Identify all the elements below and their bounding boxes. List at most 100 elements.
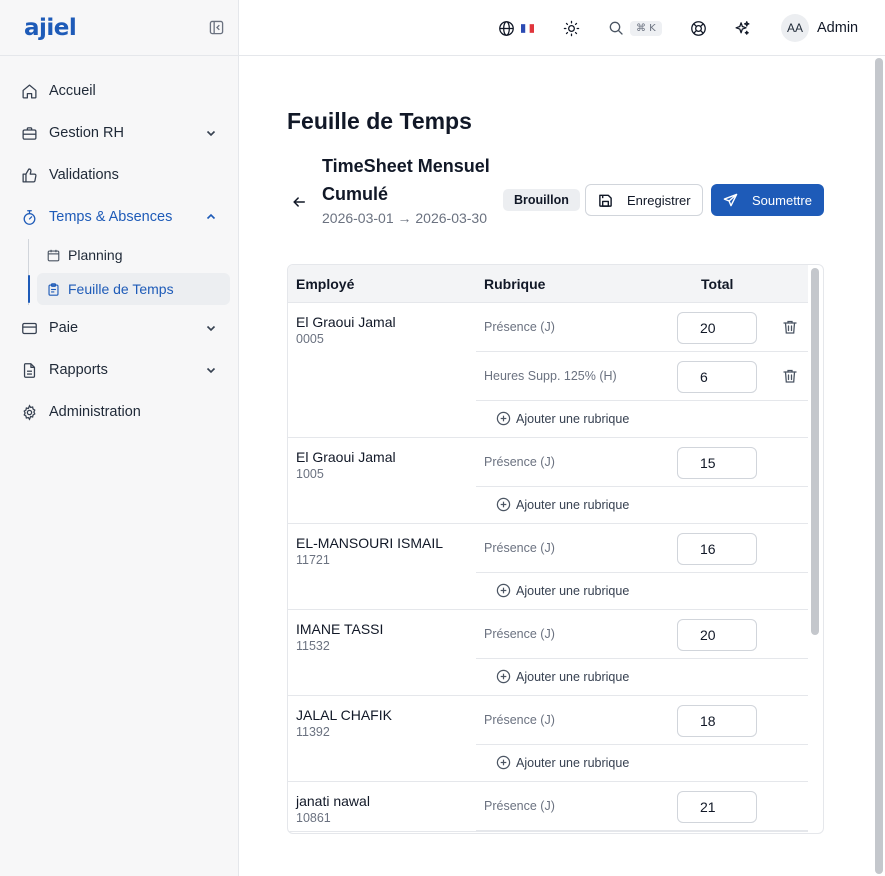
sidebar-item-paie[interactable]: Paie	[0, 307, 238, 349]
sidebar-subitem-planning[interactable]: Planning	[37, 239, 230, 271]
employee-code: 1005	[296, 467, 324, 481]
timesheet-table: Employé Rubrique Total El Graoui Jamal 0…	[287, 264, 824, 834]
sidebar-nav: Accueil Gestion RH Validations Temps & A…	[0, 56, 238, 433]
theme-toggle[interactable]	[563, 0, 580, 56]
chevron-down-icon	[204, 363, 218, 377]
search-shortcut: ⌘ K	[630, 20, 662, 36]
rubric-label: Présence (J)	[484, 455, 555, 469]
plus-circle-icon	[496, 497, 511, 512]
avatar: AA	[781, 14, 809, 42]
help-button[interactable]	[690, 0, 707, 56]
employee-name: El Graoui Jamal	[296, 449, 396, 465]
employee-name: janati nawal	[296, 793, 370, 809]
back-arrow-icon[interactable]	[290, 193, 308, 211]
clipboard-icon	[47, 282, 60, 296]
total-input[interactable]: 21	[677, 791, 757, 823]
sidebar-item-label: Administration	[49, 404, 141, 420]
trash-icon[interactable]	[782, 319, 798, 335]
table-scrollbar[interactable]	[811, 268, 819, 635]
total-input[interactable]: 16	[677, 533, 757, 565]
add-rubric-row: Ajouter une rubrique	[476, 401, 808, 437]
plus-circle-icon	[496, 669, 511, 684]
status-badge: Brouillon	[503, 189, 580, 211]
main-content: Feuille de Temps TimeSheet Mensuel Cumul…	[239, 56, 885, 876]
sidebar-item-accueil[interactable]: Accueil	[0, 70, 238, 112]
topbar: ⌘ K AA Admin	[239, 0, 885, 56]
sidebar-item-temps-absences[interactable]: Temps & Absences	[0, 196, 238, 238]
rubric-row: Présence (J) 16	[476, 524, 808, 573]
employee-name: El Graoui Jamal	[296, 314, 396, 330]
submit-button[interactable]: Soumettre	[711, 184, 824, 216]
total-input[interactable]: 15	[677, 447, 757, 479]
rubric-list: Présence (J) 20 Heures Supp. 125% (H) 6 …	[476, 303, 808, 437]
temps-absences-subnav: Planning Feuille de Temps	[28, 239, 238, 305]
add-rubric-button[interactable]: Ajouter une rubrique	[496, 755, 629, 770]
sidebar-item-label: Rapports	[49, 362, 108, 378]
page-scrollbar-thumb[interactable]	[875, 58, 883, 874]
sidebar-collapse-icon[interactable]	[208, 20, 224, 36]
employee-name: EL-MANSOURI ISMAIL	[296, 535, 444, 551]
sidebar-item-gestion-rh[interactable]: Gestion RH	[0, 112, 238, 154]
employee-group: IMANE TASSI 11532 Présence (J) 20 Ajoute…	[288, 610, 808, 696]
sidebar-item-label: Paie	[49, 320, 79, 336]
add-rubric-label: Ajouter une rubrique	[516, 669, 630, 684]
chevron-down-icon	[204, 321, 218, 335]
sidebar-item-validations[interactable]: Validations	[0, 154, 238, 196]
user-menu[interactable]: AA Admin	[781, 0, 858, 56]
rubric-label: Heures Supp. 125% (H)	[484, 369, 617, 383]
flag-fr-icon	[521, 23, 534, 33]
add-rubric-button[interactable]: Ajouter une rubrique	[496, 411, 629, 426]
plus-circle-icon	[496, 755, 511, 770]
add-rubric-label: Ajouter une rubrique	[516, 411, 630, 426]
sidebar-item-rapports[interactable]: Rapports	[0, 349, 238, 391]
total-input[interactable]: 20	[677, 619, 757, 651]
employee-code: 11532	[296, 639, 330, 653]
ai-assistant-button[interactable]	[734, 0, 751, 56]
employee-code: 11721	[296, 553, 330, 567]
save-icon	[598, 193, 613, 208]
page-scrollbar[interactable]	[874, 56, 885, 876]
plus-circle-icon	[496, 411, 511, 426]
sidebar-item-administration[interactable]: Administration	[0, 391, 238, 433]
brand-logo[interactable]: ajiel	[24, 14, 77, 41]
employee-name: JALAL CHAFIK	[296, 707, 392, 723]
send-icon	[723, 193, 738, 208]
calendar-icon	[47, 249, 60, 262]
rubric-row: Présence (J) 18	[476, 696, 808, 745]
sidebar-subitem-label: Feuille de Temps	[68, 281, 174, 297]
sidebar-subitem-feuille-de-temps[interactable]: Feuille de Temps	[37, 273, 230, 305]
total-input[interactable]: 18	[677, 705, 757, 737]
employee-group: JALAL CHAFIK 11392 Présence (J) 18 Ajout…	[288, 696, 808, 782]
sidebar-subitem-label: Planning	[68, 247, 123, 263]
trash-icon[interactable]	[782, 368, 798, 384]
rubric-row: Présence (J) 20	[476, 610, 808, 659]
chevron-up-icon	[204, 210, 218, 224]
total-input[interactable]: 6	[677, 361, 757, 393]
card-icon	[20, 319, 38, 337]
language-switcher[interactable]	[498, 0, 534, 56]
sidebar-item-label: Temps & Absences	[49, 209, 173, 225]
add-rubric-button[interactable]: Ajouter une rubrique	[496, 497, 629, 512]
add-rubric-button[interactable]: Ajouter une rubrique	[496, 583, 629, 598]
table-header: Employé Rubrique Total	[288, 265, 808, 303]
rubric-list: Présence (J) 21	[476, 782, 808, 831]
rubric-row: Présence (J) 20	[476, 303, 808, 352]
add-rubric-label: Ajouter une rubrique	[516, 583, 630, 598]
sun-icon	[563, 20, 580, 37]
rubric-row: Présence (J) 21	[476, 782, 808, 831]
search-icon	[608, 20, 624, 36]
timesheet-title: TimeSheet Mensuel Cumulé	[322, 156, 490, 204]
add-rubric-row: Ajouter une rubrique	[476, 573, 808, 609]
rubric-label: Présence (J)	[484, 320, 555, 334]
globe-icon	[498, 20, 515, 37]
save-button[interactable]: Enregistrer	[585, 184, 703, 216]
search-button[interactable]: ⌘ K	[608, 0, 662, 56]
add-rubric-button[interactable]: Ajouter une rubrique	[496, 669, 629, 684]
user-name: Admin	[817, 20, 859, 36]
brand-bar: ajiel	[0, 0, 238, 56]
plus-circle-icon	[496, 583, 511, 598]
total-input[interactable]: 20	[677, 312, 757, 344]
lifebuoy-icon	[690, 20, 707, 37]
rubric-label: Présence (J)	[484, 799, 555, 813]
sidebar-item-label: Accueil	[49, 83, 96, 99]
